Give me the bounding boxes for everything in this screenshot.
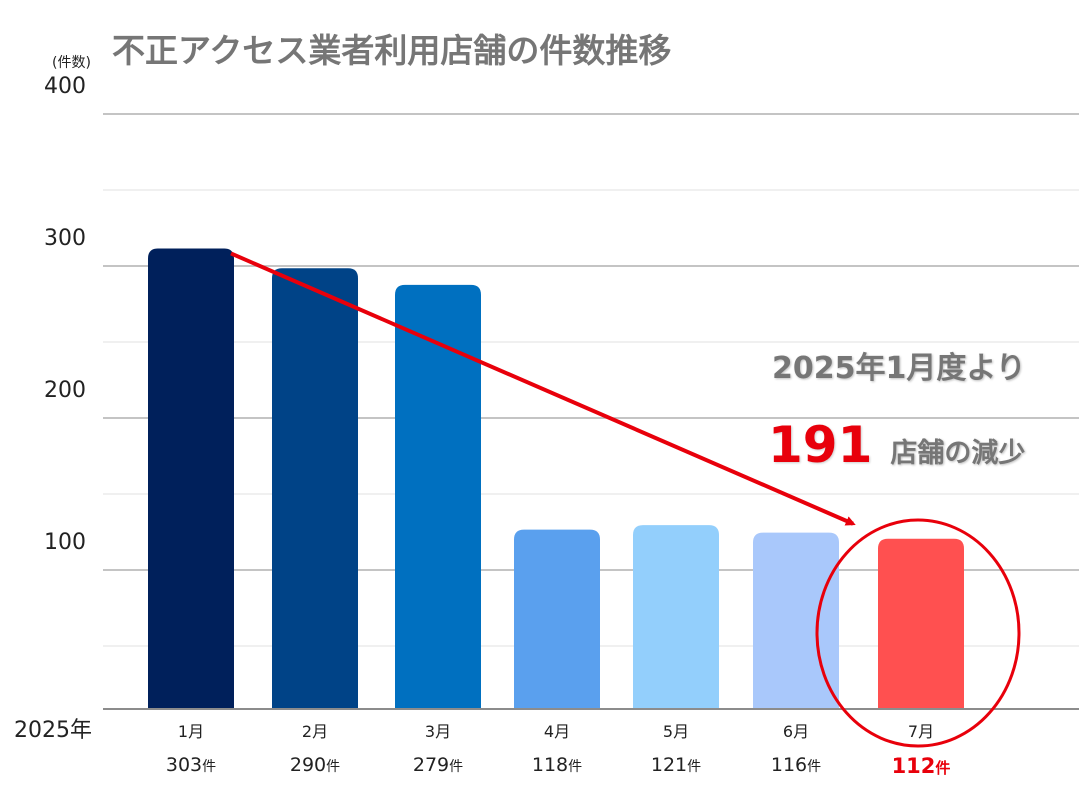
count-value: 118 [531,754,569,776]
x-tick-month-label: 1月 [177,722,205,741]
x-tick-count-label: 290件 [270,754,360,776]
count-value: 112 [891,754,936,778]
x-tick-month-label: 4月 [543,722,571,741]
count-unit: 件 [449,759,464,775]
bar-4月 [514,529,600,709]
count-unit: 件 [935,759,951,777]
x-tick-count-label: 279件 [393,754,483,776]
count-unit: 件 [202,759,217,775]
annotation-decrease-number: 191 [768,416,873,474]
count-value: 290 [289,754,327,776]
x-tick-month-label: 3月 [424,722,452,741]
count-value: 116 [770,754,808,776]
x-axis-year-label: 2025年 [14,718,92,743]
trend-arrow [230,251,856,526]
count-value: 303 [165,754,203,776]
x-tick-count-label: 116件 [751,754,841,776]
bar-5月 [633,525,719,709]
annotation-since-label: 2025年1月度より [772,351,1026,386]
y-tick-label: 100 [44,530,86,555]
count-value: 121 [650,754,688,776]
bar-7月 [878,538,964,709]
x-tick-count-label: 121件 [631,754,721,776]
count-value: 279 [412,754,450,776]
count-unit: 件 [807,759,822,775]
y-axis-unit: (件数) [52,55,91,71]
x-tick-count-label: 303件 [146,754,236,776]
highlight-circle [815,518,1021,748]
bar-3月 [395,284,481,709]
bar-2月 [272,268,358,709]
x-tick-month-label: 5月 [662,722,690,741]
bar-1月 [148,248,234,709]
gridlines [103,113,1079,647]
annotation-decrease: 191 店舗の減少 [768,416,1025,474]
y-tick-label: 400 [44,74,86,99]
count-unit: 件 [568,759,583,775]
x-tick-month-label: 6月 [782,722,810,741]
y-tick-label: 300 [44,226,86,251]
annotation-decrease-text: 店舗の減少 [890,438,1026,469]
x-tick-count-label: 112件 [876,754,966,778]
count-unit: 件 [326,759,341,775]
x-tick-month-label: 7月 [907,722,935,741]
chart-title: 不正アクセス業者利用店舗の件数推移 [112,31,672,70]
count-unit: 件 [687,759,702,775]
x-tick-month-label: 2月 [301,722,329,741]
y-tick-label: 200 [44,378,86,403]
bars [148,248,964,709]
bar-6月 [753,532,839,709]
x-tick-count-label: 118件 [512,754,602,776]
